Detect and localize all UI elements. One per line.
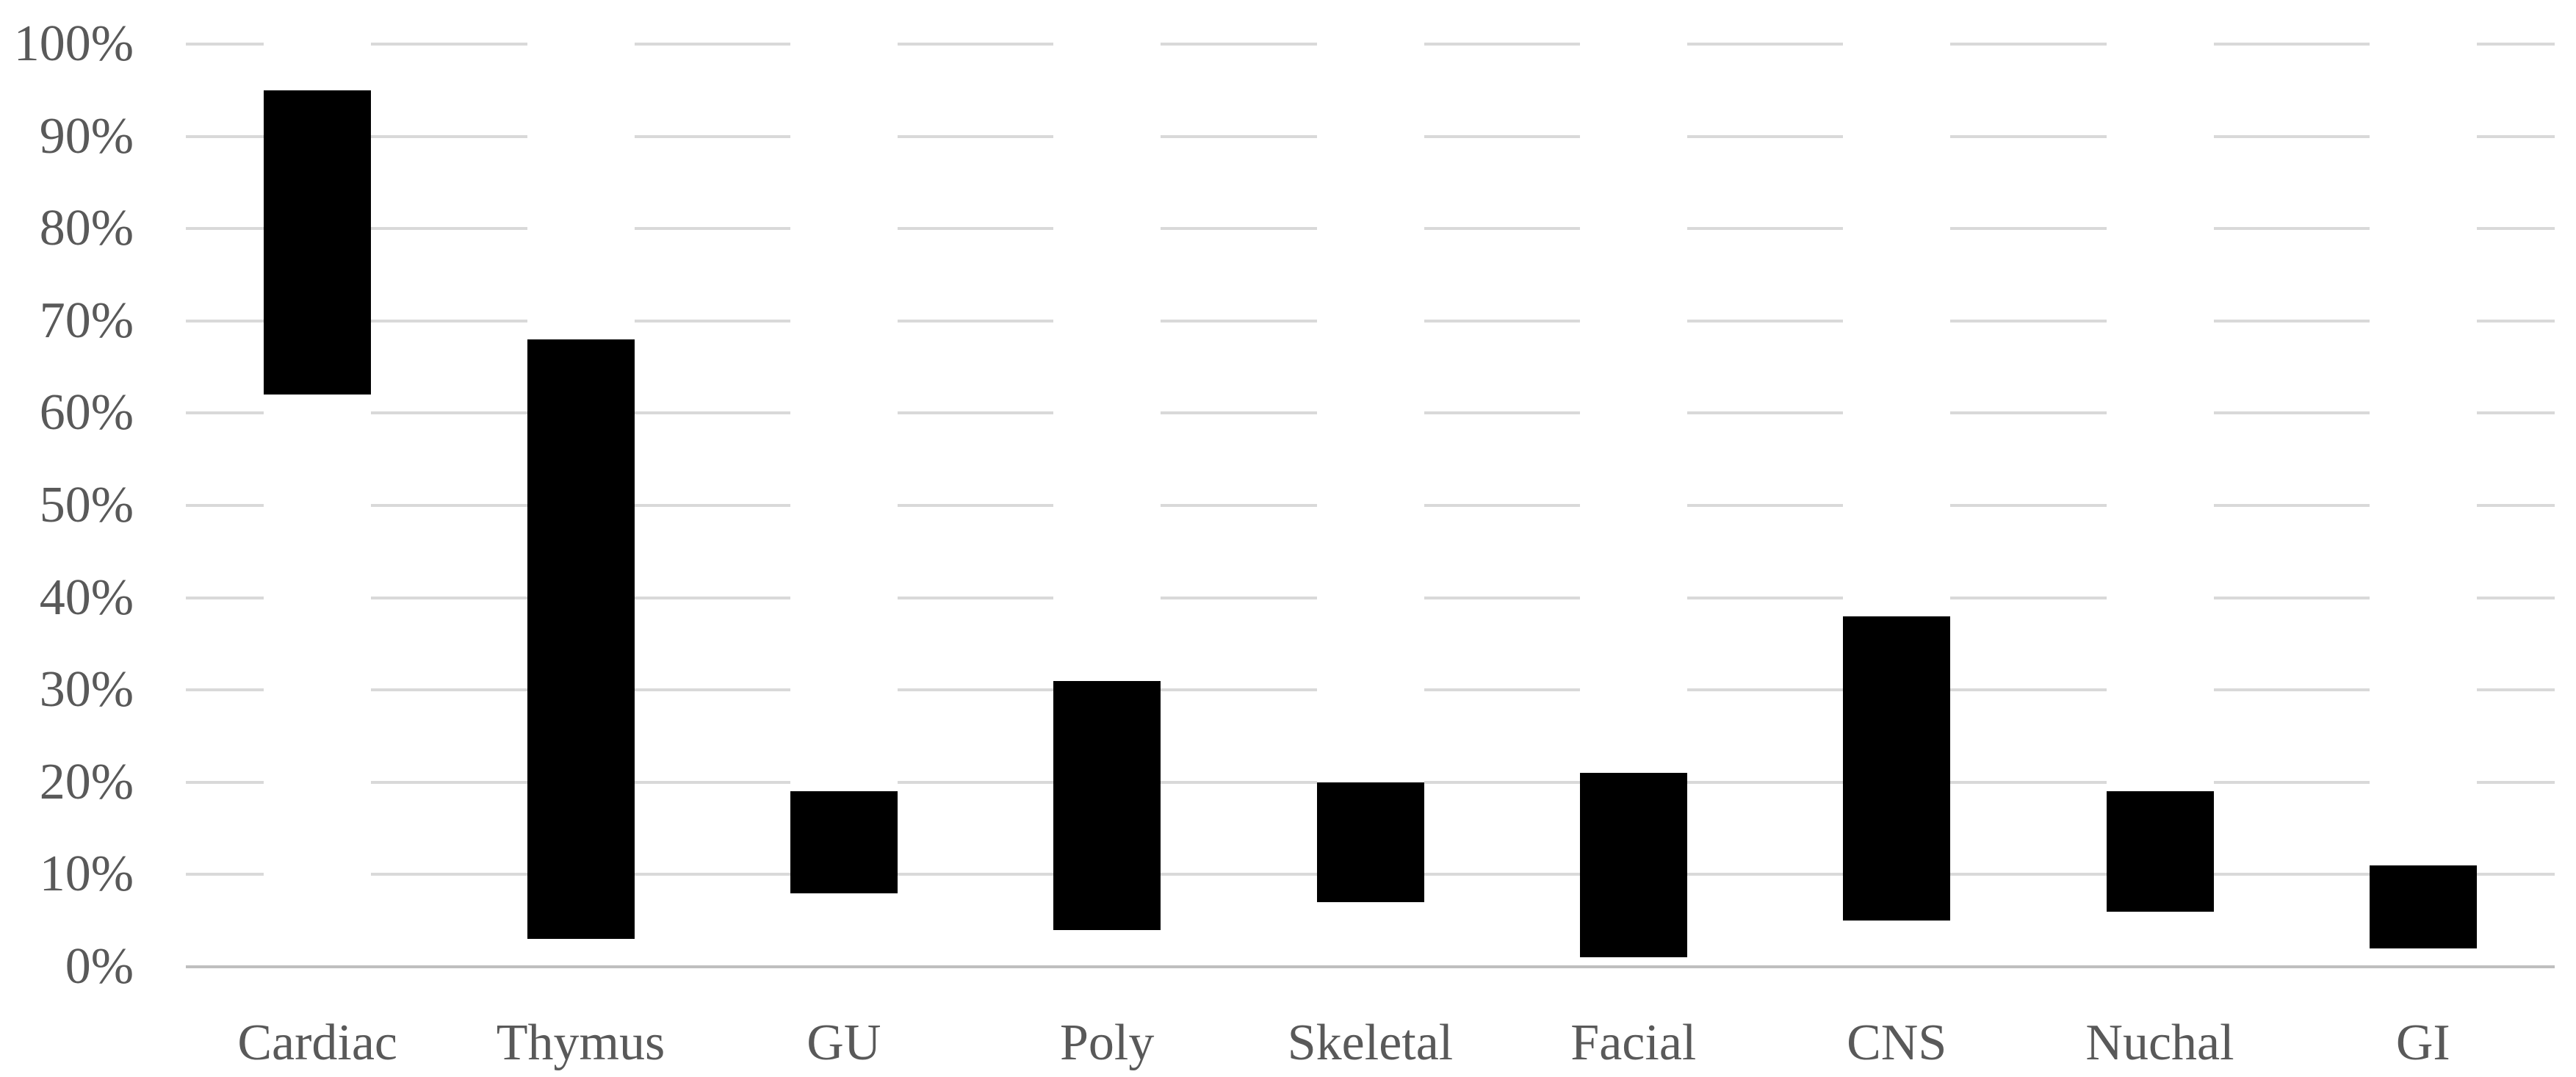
y-tick-label-100%: 100% <box>13 15 134 72</box>
range-bar-facial <box>1579 773 1687 958</box>
bar-column-mask-gi <box>2369 41 2477 968</box>
x-category-label-facial: Facial <box>1570 1015 1697 1071</box>
x-category-label-gu: GU <box>807 1015 881 1071</box>
y-tick-label-30%: 30% <box>39 661 134 718</box>
x-category-label-skeletal: Skeletal <box>1287 1015 1454 1071</box>
x-category-label-nuchal: Nuchal <box>2085 1015 2234 1071</box>
x-category-label-cardiac: Cardiac <box>237 1015 397 1071</box>
y-tick-label-60%: 60% <box>39 384 134 442</box>
y-tick-label-10%: 10% <box>39 846 134 903</box>
x-category-label-poly: Poly <box>1059 1015 1155 1071</box>
x-category-label-gi: GI <box>2395 1015 2450 1071</box>
range-bar-skeletal <box>1316 782 1424 903</box>
y-tick-label-0%: 0% <box>65 938 134 995</box>
y-tick-label-90%: 90% <box>39 107 134 165</box>
y-tick-label-20%: 20% <box>39 753 134 810</box>
range-bar-gu <box>790 791 898 893</box>
range-bar-thymus <box>527 339 635 940</box>
range-bar-cardiac <box>264 90 372 395</box>
range-bar-poly <box>1053 680 1161 930</box>
x-category-label-cns: CNS <box>1847 1015 1947 1071</box>
range-bar-nuchal <box>2106 791 2214 912</box>
y-tick-label-40%: 40% <box>39 569 134 626</box>
y-tick-label-70%: 70% <box>39 292 134 349</box>
y-tick-label-50%: 50% <box>39 477 134 533</box>
range-bar-gi <box>2369 865 2477 948</box>
y-tick-label-80%: 80% <box>39 200 134 257</box>
range-bar-cns <box>1843 616 1951 921</box>
x-axis-line <box>186 965 2555 968</box>
x-category-label-thymus: Thymus <box>496 1015 665 1071</box>
